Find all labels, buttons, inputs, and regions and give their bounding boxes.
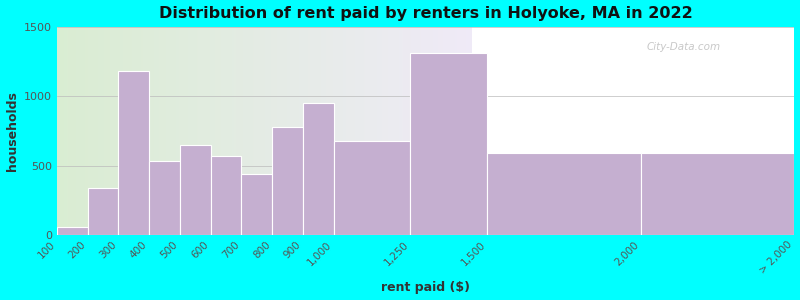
Bar	[180, 145, 210, 235]
Bar	[210, 156, 242, 235]
Bar	[410, 53, 487, 235]
Bar	[118, 71, 149, 235]
Bar	[57, 227, 88, 235]
Bar	[242, 174, 272, 235]
X-axis label: rent paid ($): rent paid ($)	[382, 281, 470, 294]
Y-axis label: households: households	[6, 91, 18, 171]
Bar	[641, 153, 794, 235]
Bar	[487, 153, 641, 235]
Bar	[334, 141, 410, 235]
Text: City-Data.com: City-Data.com	[647, 42, 721, 52]
Bar	[149, 161, 180, 235]
Bar	[88, 188, 118, 235]
Title: Distribution of rent paid by renters in Holyoke, MA in 2022: Distribution of rent paid by renters in …	[159, 6, 693, 21]
Bar	[272, 128, 302, 235]
Bar	[302, 103, 334, 235]
